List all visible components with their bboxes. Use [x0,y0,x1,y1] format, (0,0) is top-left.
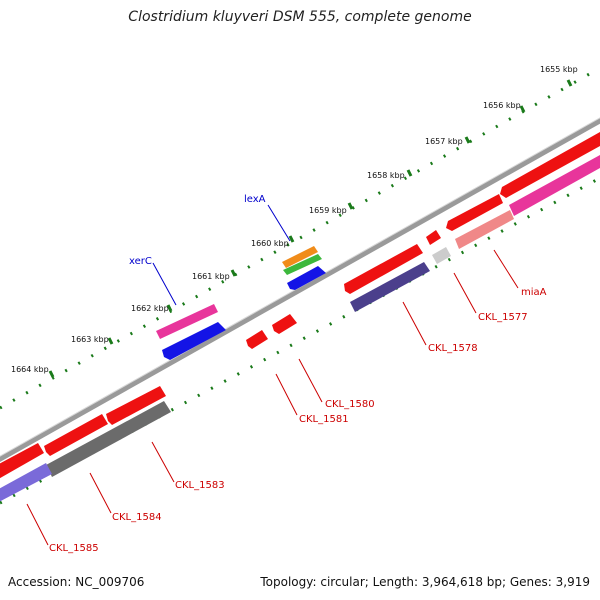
scale-labels: 1655 kbp 1656 kbp 1657 kbp 1658 kbp 1659… [11,65,578,374]
gene-bar-CKL_1578[interactable] [350,262,430,312]
scale-label: 1659 kbp [309,206,347,215]
scale-label: 1656 kbp [483,101,521,110]
major-tick [230,269,237,277]
gene-label-miaA[interactable]: miaA [521,287,547,298]
gene-labels: miaA CKL_1577 CKL_1578 CKL_1580 CKL_1581… [49,194,547,554]
gene-label-CKL_1580[interactable]: CKL_1580 [325,399,375,410]
gene-bar-miaA-upper [500,132,600,198]
scale-label: 1661 kbp [192,272,230,281]
major-tick [464,136,471,144]
major-tick [166,304,173,312]
scale-label: 1655 kbp [540,65,578,74]
scale-label: 1660 kbp [251,239,289,248]
gene-bar-CKL_1577[interactable] [455,210,514,249]
forward-track-1 [156,246,326,360]
gene-label-CKL_1584[interactable]: CKL_1584 [112,512,162,523]
gene-bar-CKL_1578-upper [344,244,423,294]
gene-bar-CKL_1580[interactable] [272,314,297,334]
gene-label-CKL_1577[interactable]: CKL_1577 [478,312,528,323]
gene-label-CKL_1585[interactable]: CKL_1585 [49,543,99,554]
reverse-track-1 [0,132,600,504]
major-tick [566,79,573,87]
gene-bar-CKL_1581[interactable] [246,330,268,349]
genome-stats-text: Topology: circular; Length: 3,964,618 bp… [260,575,590,589]
lexA-rna-feature [283,254,322,275]
gene-label-CKL_1578[interactable]: CKL_1578 [428,343,478,354]
major-tick [48,370,55,378]
gene-label-lexA[interactable]: lexA [244,194,266,205]
genome-title: Clostridium kluyveri DSM 555, complete g… [128,9,472,25]
major-tick [288,235,295,243]
accession-text: Accession: NC_009706 [8,575,145,589]
major-tick [406,169,413,177]
gene-bar-grey-small [432,247,451,264]
gene-bar-CKL_1584-upper [44,414,108,456]
gene-bar-small [426,230,441,245]
label-connectors [26,204,519,546]
lexA-cds-bar [287,266,326,290]
gene-label-CKL_1581[interactable]: CKL_1581 [299,414,349,425]
gene-bar-CKL_1585-upper [0,443,44,479]
lexA-gene[interactable] [282,246,318,268]
xerC-cds-bar [162,322,226,360]
major-tick [107,337,114,345]
major-tick [347,202,354,210]
scale-label: 1663 kbp [71,335,109,344]
gene-bar-CKL_1585[interactable] [0,463,52,504]
gene-label-xerC[interactable]: xerC [129,256,152,267]
outer-scale-ring [0,66,600,410]
gene-bar-CKL_1577-upper [446,194,503,231]
major-tick [519,105,526,113]
xerC-gene[interactable] [156,304,218,339]
gene-bar-miaA[interactable] [509,155,600,216]
scale-label: 1662 kbp [131,304,169,313]
genome-backbone [0,117,600,463]
gene-label-CKL_1583[interactable]: CKL_1583 [175,480,225,491]
scale-label: 1658 kbp [367,171,405,180]
gene-bar-CKL_1583-upper [106,386,166,425]
scale-label: 1664 kbp [11,365,49,374]
scale-label: 1657 kbp [425,137,463,146]
gene-bar-CKL_1583[interactable] [46,401,171,477]
